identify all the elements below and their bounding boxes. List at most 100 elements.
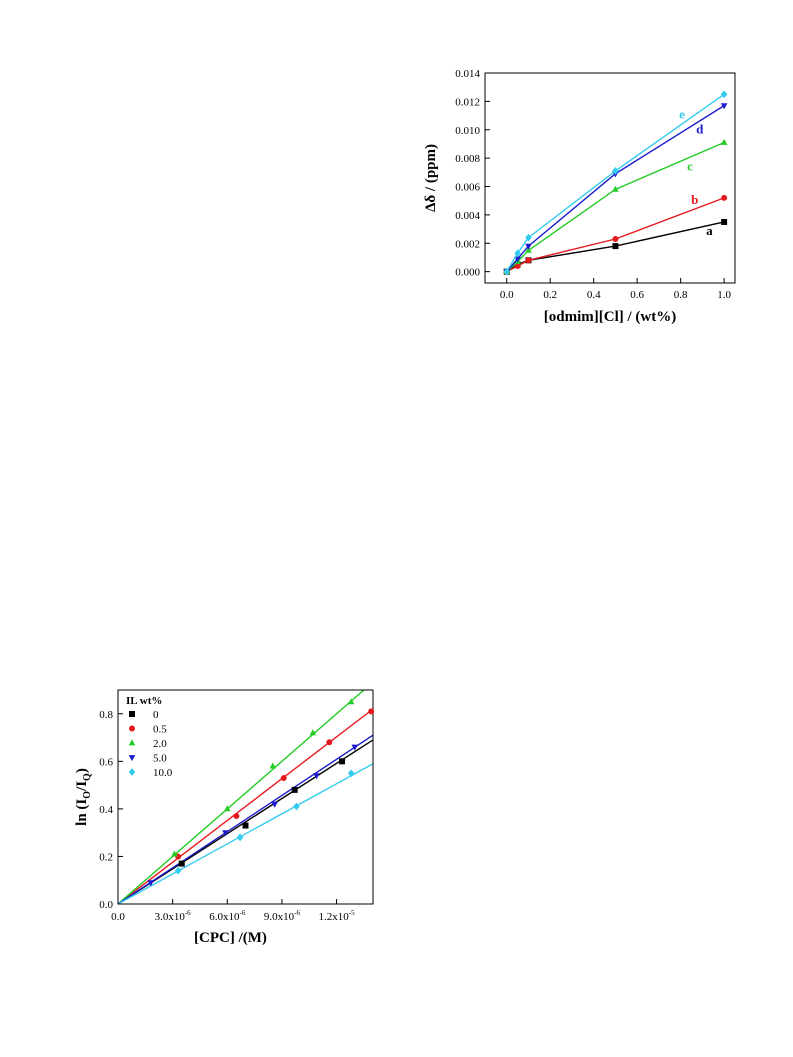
data-point-e — [503, 267, 511, 276]
x-tick-label: 0.8 — [674, 289, 688, 301]
y-tick-label: 0.006 — [455, 182, 480, 194]
nmr-shift-chart-svg: 0.0 0.2 0.4 0.6 0.8 1.0 0.000 0.002 0.004 0.006 0.… — [423, 68, 736, 325]
legend-marker-5.0 — [128, 755, 136, 762]
data-point-a — [612, 243, 619, 250]
y-tick-label: 0.008 — [455, 153, 480, 165]
series-label-b: b — [691, 192, 698, 207]
y-tick-label: 0.6 — [99, 756, 113, 768]
data-point-5.0 — [313, 773, 320, 780]
data-point-d — [525, 243, 532, 250]
legend-marker-10.0 — [128, 768, 136, 776]
x-tick-label: 0.0 — [111, 911, 125, 923]
y-tick-label: 0.0 — [99, 899, 113, 911]
data-point-5.0 — [147, 880, 155, 887]
fit-line-2.0 — [118, 690, 365, 904]
x-tick-exponent: -5 — [349, 909, 355, 917]
y-tick-label: 0.8 — [99, 709, 113, 721]
x-axis-label: [CPC] /(M) — [194, 930, 267, 946]
data-point-0.5 — [368, 708, 375, 715]
x-tick-exponent: -6 — [294, 909, 300, 917]
data-point-10.0 — [347, 769, 355, 778]
data-point-c — [525, 246, 532, 253]
data-point-5.0 — [351, 744, 359, 751]
legend-marker-0.5 — [129, 725, 135, 732]
data-point-b — [514, 262, 521, 269]
data-point-2.0 — [309, 729, 317, 736]
y-tick-label: 0.012 — [455, 96, 480, 108]
plot-frame — [484, 72, 736, 284]
plot-frame — [117, 689, 374, 905]
legend-label-0: 0 — [153, 709, 159, 721]
series-label-c: c — [687, 159, 693, 174]
y-tick-label: 0.010 — [455, 125, 480, 137]
x-tick-label: 0.0 — [500, 289, 514, 301]
legend-marker-0 — [129, 711, 135, 717]
x-tick-label: 1.2x10-5 — [319, 909, 356, 923]
x-tick-label: 0.2 — [543, 289, 557, 301]
fit-line-10.0 — [118, 763, 373, 904]
y-label-part: ln (I — [74, 799, 90, 826]
data-point-a — [721, 218, 728, 225]
data-point-0.5 — [280, 774, 287, 781]
y-label-sub: Q — [82, 773, 93, 781]
data-point-10.0 — [174, 866, 182, 875]
data-point-0.5 — [326, 739, 333, 746]
data-point-2.0 — [223, 805, 231, 812]
data-point-0.5 — [233, 813, 240, 820]
series-line-b — [506, 197, 725, 273]
data-point-d — [514, 256, 521, 263]
legend-label-0.5: 0.5 — [153, 724, 167, 736]
data-point-2.0 — [269, 762, 277, 769]
data-point-b — [612, 236, 619, 243]
data-point-0 — [291, 786, 298, 793]
data-point-5.0 — [271, 801, 278, 808]
x-axis-label: [odmim][Cl] / (wt%) — [544, 309, 676, 325]
x-tick-exponent: -6 — [239, 909, 245, 917]
y-label-sub: O — [82, 791, 93, 799]
legend-label-2.0: 2.0 — [153, 738, 167, 750]
quenching-chart: 0.0 3.0x10-6 6.0x10-6 9.0x10-6 1.2x10-5 0.0 0.… — [70, 680, 390, 960]
data-point-b — [721, 194, 728, 201]
x-tick-exponent: -6 — [185, 909, 191, 917]
data-point-c — [612, 185, 619, 192]
x-tick-label: 6.0x10-6 — [209, 909, 246, 923]
x-tick-label: 0.4 — [587, 289, 601, 301]
y-label-part: /I — [74, 781, 90, 792]
data-point-e — [612, 167, 619, 175]
y-tick-label: 0.004 — [455, 210, 480, 222]
data-point-b — [525, 257, 532, 264]
x-tick-label: 9.0x10-6 — [264, 909, 301, 923]
nmr-shift-chart: 0.0 0.2 0.4 0.6 0.8 1.0 0.000 0.002 0.004 0.006 0.… — [420, 60, 750, 325]
y-tick-label: 0.000 — [455, 267, 480, 279]
data-point-e — [720, 90, 728, 99]
x-tick-label: 1.0 — [717, 289, 731, 301]
data-point-0 — [178, 860, 185, 867]
data-point-e — [514, 249, 521, 258]
legend-marker-2.0 — [128, 739, 136, 746]
series-label-d: d — [696, 122, 704, 137]
y-tick-label: 0.002 — [455, 238, 480, 250]
y-axis-label: ln (IO/IQ) — [74, 768, 93, 826]
data-point-0 — [242, 822, 249, 829]
y-label-part: ) — [74, 768, 90, 773]
x-tick-label: 0.6 — [630, 289, 644, 301]
data-point-2.0 — [171, 850, 178, 857]
data-point-10.0 — [236, 833, 244, 842]
legend: IL wt% 0 0.5 2.0 5.0 10.0 — [126, 695, 173, 779]
legend-label-5.0: 5.0 — [153, 753, 167, 765]
data-point-5.0 — [222, 830, 229, 837]
data-point-2.0 — [347, 698, 355, 705]
x-tick-label: 3.0x10-6 — [155, 909, 192, 923]
data-point-c — [720, 138, 728, 145]
fit-line-5.0 — [118, 734, 373, 904]
data-point-0 — [339, 758, 346, 765]
y-axis-label: Δδ / (ppm) — [423, 144, 439, 212]
series-label-e: e — [679, 106, 685, 121]
legend-title: IL wt% — [126, 695, 162, 707]
data-point-10.0 — [293, 802, 300, 811]
y-tick-label: 0.2 — [99, 851, 113, 863]
y-tick-label: 0.4 — [99, 804, 113, 816]
legend-label-10.0: 10.0 — [153, 767, 173, 779]
fit-lines — [118, 690, 373, 904]
data-point-d — [720, 103, 728, 110]
